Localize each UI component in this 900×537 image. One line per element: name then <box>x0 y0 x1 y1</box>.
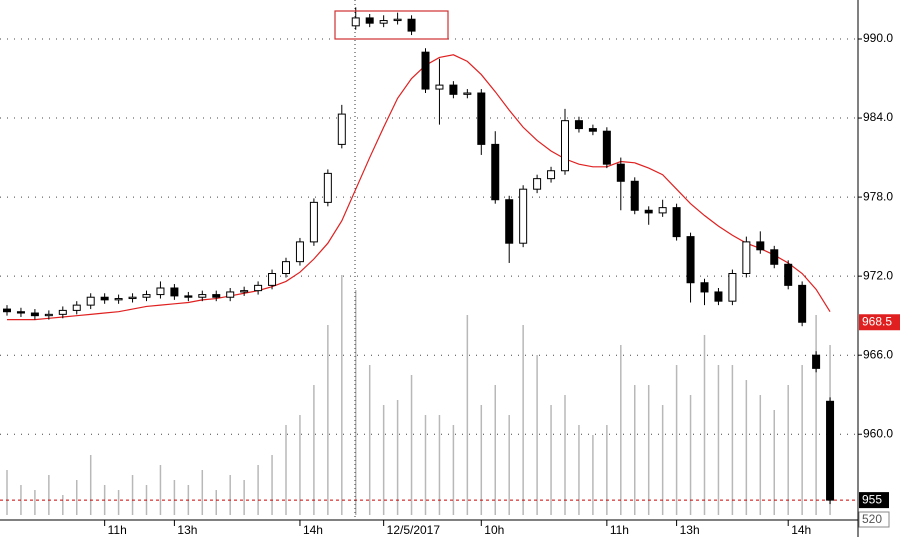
candle-body <box>379 20 388 24</box>
candle-body <box>602 130 611 165</box>
candle-body <box>686 236 695 284</box>
candle-body <box>616 163 625 182</box>
price-layer <box>3 7 835 505</box>
candle-body <box>491 143 500 201</box>
candle-body <box>16 311 25 314</box>
candle-body <box>407 18 416 32</box>
y-tick-label: 966.0 <box>863 347 893 361</box>
candle-body <box>114 298 123 301</box>
candle-body <box>630 180 639 211</box>
candle-body <box>268 273 277 286</box>
candle-body <box>156 287 165 296</box>
candle-body <box>351 17 360 27</box>
candle-body <box>449 84 458 95</box>
candle-body <box>30 312 39 317</box>
candle-body <box>142 294 151 298</box>
candle-body <box>533 178 542 190</box>
candle-body <box>505 199 514 244</box>
candle-body <box>700 282 709 293</box>
grid-layer <box>0 38 858 501</box>
candle-body <box>435 84 444 90</box>
volume-layer <box>6 275 831 515</box>
x-tick-label: 13h <box>680 523 700 537</box>
x-tick-label: 11h <box>610 523 629 537</box>
candle-body <box>477 92 486 145</box>
candle-body <box>198 294 207 298</box>
candle-body <box>547 170 556 180</box>
candle-body <box>254 284 263 292</box>
candle-body <box>128 296 137 300</box>
candle-body <box>588 128 597 132</box>
candle-body <box>393 18 402 22</box>
x-tick-label: 11h <box>108 523 127 537</box>
candle-body <box>3 308 11 313</box>
candle-body <box>672 207 681 238</box>
candle-body <box>812 354 821 369</box>
y-tick-label: 984.0 <box>863 110 893 124</box>
candle-body <box>184 295 193 298</box>
candle-body <box>86 296 95 306</box>
highlight-box <box>334 10 449 40</box>
candle-body <box>44 313 53 317</box>
candle-body <box>658 207 667 214</box>
x-tick-label: 12/5/2017 <box>387 523 441 537</box>
candle-body <box>212 294 221 298</box>
candle-body <box>561 120 569 172</box>
candle-body <box>337 113 346 145</box>
candle-body <box>421 51 430 90</box>
candle-body <box>72 304 81 311</box>
volume-label: 520 <box>862 512 882 526</box>
candle-body <box>226 291 235 298</box>
candle-body <box>295 241 304 263</box>
y-tick-label: 990.0 <box>863 31 893 45</box>
y-tick-label: 960.0 <box>863 426 893 440</box>
x-tick-label: 13h <box>177 523 197 537</box>
candle-body <box>170 287 179 297</box>
candle-body <box>770 249 779 265</box>
last-price-box <box>859 492 889 509</box>
x-tick-label: 14h <box>303 523 323 537</box>
candle-body <box>826 400 835 501</box>
candle-body <box>58 309 67 315</box>
candle-body <box>784 263 793 286</box>
volume-label-box <box>858 511 890 528</box>
candle-body <box>365 17 374 24</box>
axis-layer: 960.0 966.0 972.0 978.0 984.0 990.0 11h 13h 14h 1… <box>104 31 900 537</box>
candle-body <box>644 209 653 214</box>
candle-body <box>574 120 583 130</box>
candle-body <box>714 291 723 302</box>
ma-label: 968.5 <box>862 314 892 328</box>
candle-body <box>323 172 332 203</box>
candle-body <box>309 201 318 243</box>
candle-body <box>798 284 807 323</box>
candle-body <box>240 290 249 293</box>
candle-body <box>100 296 109 301</box>
candle-body <box>282 261 290 275</box>
candle-body <box>728 273 737 302</box>
candle-body <box>519 188 528 244</box>
candle-body <box>463 92 472 95</box>
y-tick-label: 978.0 <box>863 189 893 203</box>
last-price-label: 955 <box>862 492 882 506</box>
candle-body <box>756 241 765 251</box>
moving-average <box>7 54 831 321</box>
ma-label-box <box>859 314 900 331</box>
y-tick-label: 972.0 <box>863 268 893 282</box>
candle-body <box>742 241 751 275</box>
x-tick-label: 14h <box>791 523 811 537</box>
x-tick-label: 10h <box>484 523 504 537</box>
